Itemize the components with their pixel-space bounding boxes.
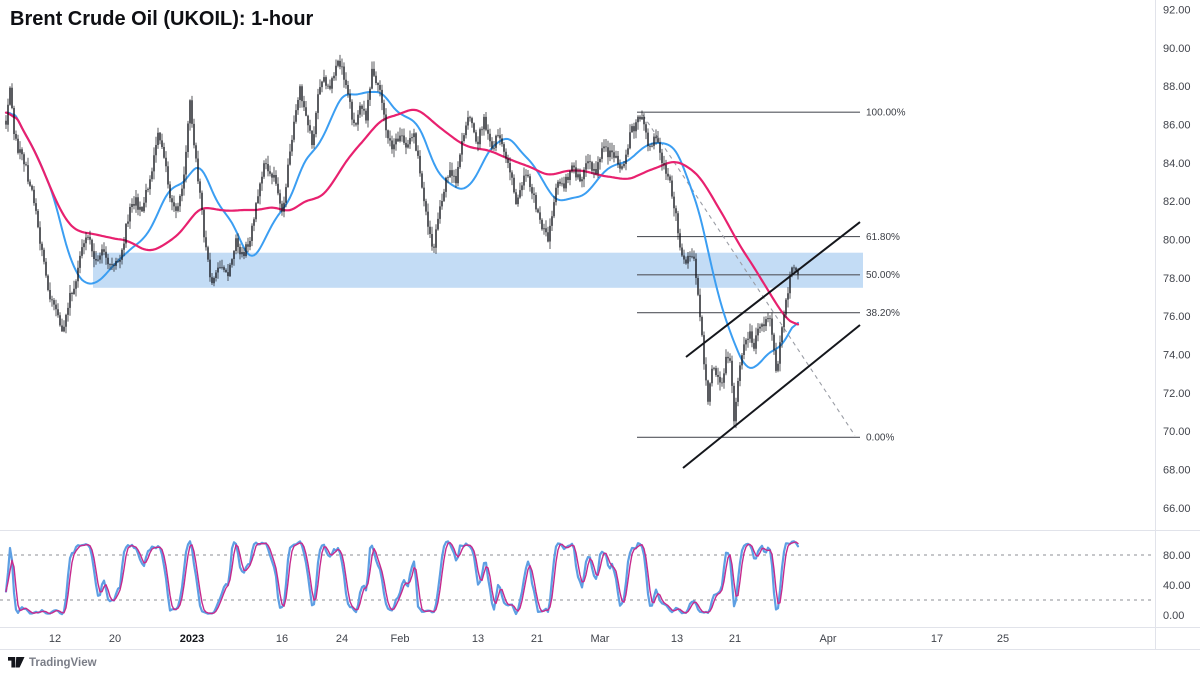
- time-axis-label: 21: [729, 633, 741, 645]
- price-axis-label: 72.00: [1163, 388, 1191, 400]
- trendline-upper[interactable]: [685, 221, 861, 358]
- time-axis-label: Mar: [591, 633, 610, 645]
- time-axis[interactable]: [0, 628, 1155, 649]
- fib-level-label: 100.00%: [866, 108, 906, 119]
- price-axis-label: 88.00: [1163, 81, 1191, 93]
- stoch-d-line[interactable]: [5, 541, 799, 615]
- price-axis-label: 68.00: [1163, 465, 1191, 477]
- time-axis-label: 21: [531, 633, 543, 645]
- support-zone[interactable]: [93, 252, 863, 288]
- price-axis-label: 78.00: [1163, 273, 1191, 285]
- fib-level-label: 38.20%: [866, 308, 900, 319]
- fib-level-label: 0.00%: [866, 433, 894, 444]
- time-axis-label: 24: [336, 633, 348, 645]
- price-axis-label: 90.00: [1163, 43, 1191, 55]
- price-axis-label: 86.00: [1163, 120, 1191, 132]
- time-axis-label: 25: [997, 633, 1009, 645]
- trendline-lower[interactable]: [682, 324, 861, 469]
- price-axis-label: 84.00: [1163, 158, 1191, 170]
- price-axis-label: 80.00: [1163, 235, 1191, 247]
- ma-fast-line[interactable]: [5, 90, 799, 369]
- price-axis-label: 74.00: [1163, 350, 1191, 362]
- tradingview-brand-label: TradingView: [29, 656, 97, 669]
- price-axis-label: 70.00: [1163, 426, 1191, 438]
- time-axis-label: 16: [276, 633, 288, 645]
- tradingview-watermark[interactable]: TradingView: [8, 656, 97, 669]
- ma-slow-line[interactable]: [4, 108, 800, 326]
- time-axis-label: 17: [931, 633, 943, 645]
- tradingview-logo-icon: [8, 657, 25, 668]
- oscillator-axis-label: 80.00: [1163, 550, 1191, 562]
- oscillator-axis-label: 40.00: [1163, 580, 1191, 592]
- price-axis[interactable]: [1156, 0, 1200, 627]
- time-axis-label: Feb: [391, 633, 410, 645]
- time-axis-label: 20: [109, 633, 121, 645]
- symbol-title: Brent Crude Oil (UKOIL): 1-hour: [10, 8, 314, 30]
- time-axis-label: 13: [472, 633, 484, 645]
- candle-wicks: [5, 54, 799, 429]
- time-axis-label: 12: [49, 633, 61, 645]
- dashed-projection-line[interactable]: [642, 114, 856, 436]
- oscillator-axis-label: 0.00: [1163, 610, 1184, 622]
- price-axis-label: 76.00: [1163, 311, 1191, 323]
- price-axis-label: 92.00: [1163, 5, 1191, 17]
- fib-level-label: 61.80%: [866, 232, 900, 243]
- price-axis-label: 66.00: [1163, 503, 1191, 515]
- stoch-k-line[interactable]: [4, 540, 800, 616]
- fib-level-label: 50.00%: [866, 270, 900, 281]
- time-axis-label: 13: [671, 633, 683, 645]
- time-axis-label: Apr: [819, 633, 836, 645]
- time-axis-label: 2023: [180, 633, 204, 645]
- price-axis-label: 82.00: [1163, 196, 1191, 208]
